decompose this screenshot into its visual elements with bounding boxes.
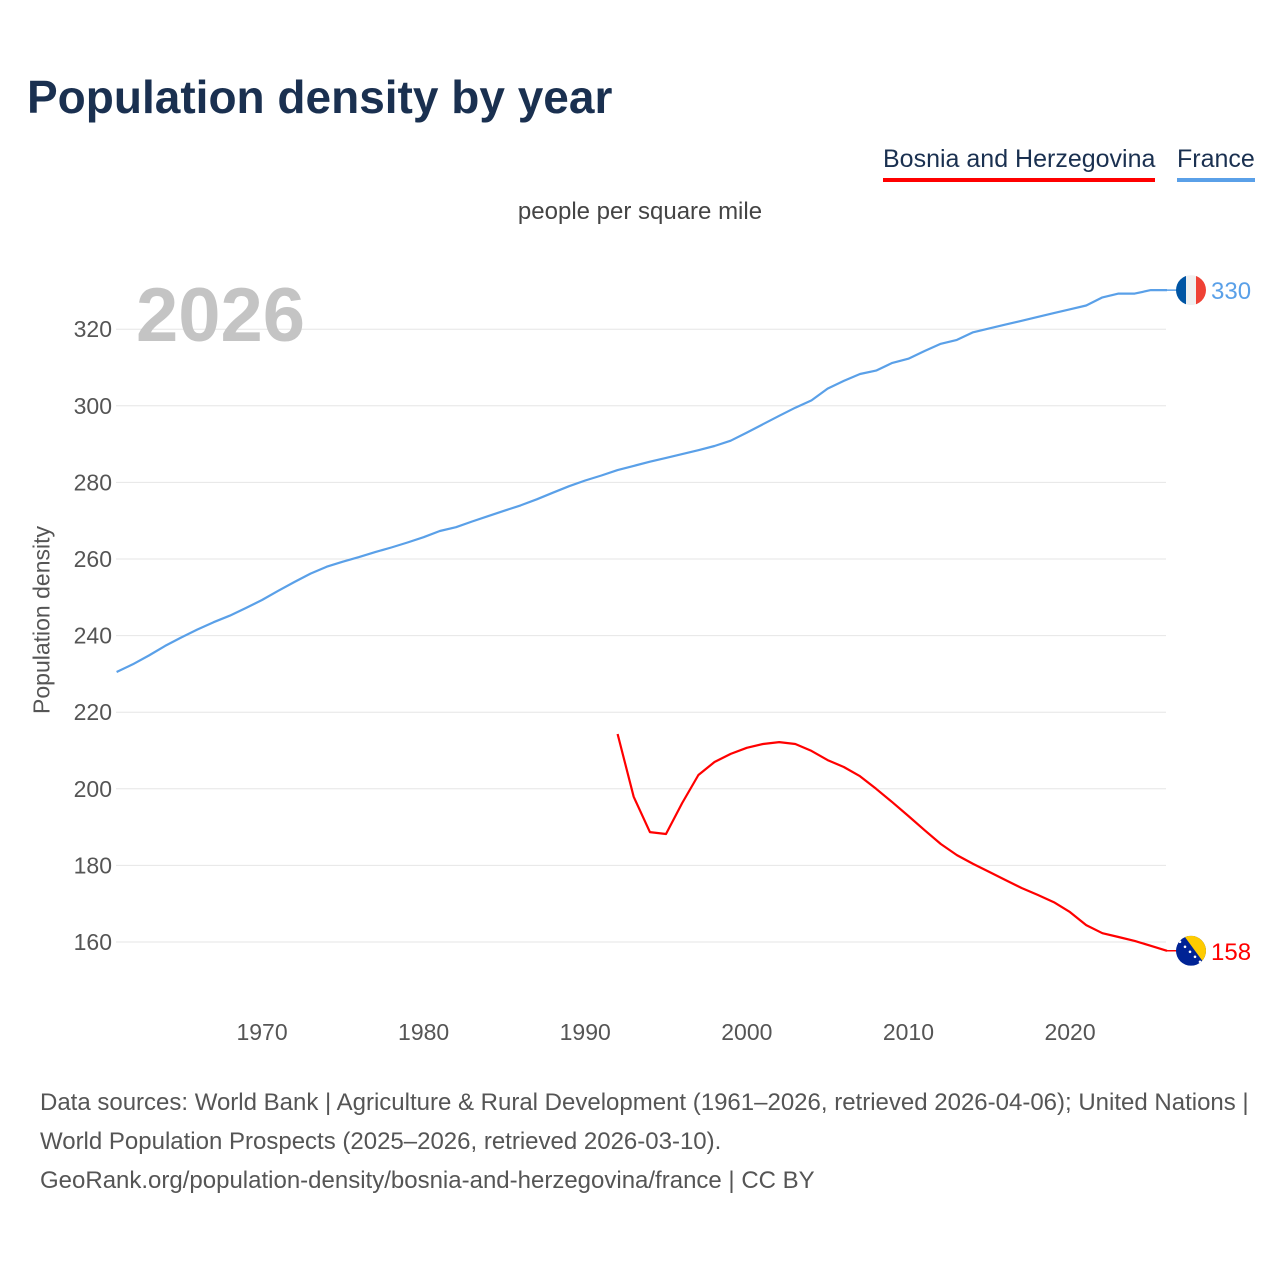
source-link[interactable]: GeoRank.org/population-density/bosnia-an…: [40, 1167, 815, 1194]
data-sources: Data sources: World Bank | Agriculture &…: [40, 1089, 1249, 1155]
chart-title: Population density by year: [27, 71, 613, 123]
series-line-france: [116, 289, 1167, 673]
y-tick-label: 240: [74, 623, 112, 649]
bosnia-flag-star: [1178, 940, 1182, 944]
legend-item-france[interactable]: France: [1177, 145, 1255, 182]
series-line-bosnia: [616, 733, 1168, 952]
france-flag-icon: [1176, 275, 1186, 306]
x-tick-label: 2020: [1044, 1019, 1095, 1045]
france-flag-icon: [1186, 275, 1196, 306]
y-tick-label: 200: [74, 776, 112, 802]
y-tick-label: 300: [74, 393, 112, 419]
bosnia-flag-icon: [1184, 935, 1206, 966]
y-tick-label: 180: [74, 852, 112, 878]
bosnia-flag-star: [1183, 945, 1187, 949]
legend-item-bosnia[interactable]: Bosnia and Herzegovina: [883, 145, 1156, 182]
y-axis-label: Population density: [28, 526, 55, 714]
y-tick-label: 280: [74, 469, 112, 495]
y-tick-label: 220: [74, 699, 112, 725]
unit-label: people per square mile: [517, 198, 763, 225]
x-tick-label: 1970: [236, 1019, 287, 1045]
bosnia-flag-star: [1188, 950, 1192, 954]
x-tick-label: 1980: [398, 1019, 449, 1045]
y-tick-label: 160: [74, 929, 112, 955]
france-flag-icon: [1196, 275, 1206, 306]
end-value-label: 330: [1211, 278, 1251, 305]
y-tick-label: 320: [74, 316, 112, 342]
x-tick-label: 2010: [883, 1019, 934, 1045]
end-value-label: 158: [1211, 939, 1251, 966]
year-label: 2026: [136, 273, 306, 358]
y-tick-label: 260: [74, 546, 112, 572]
x-tick-label: 1990: [560, 1019, 611, 1045]
bosnia-flag-star: [1193, 955, 1197, 959]
x-tick-label: 2000: [721, 1019, 772, 1045]
bosnia-flag-star: [1198, 960, 1202, 964]
